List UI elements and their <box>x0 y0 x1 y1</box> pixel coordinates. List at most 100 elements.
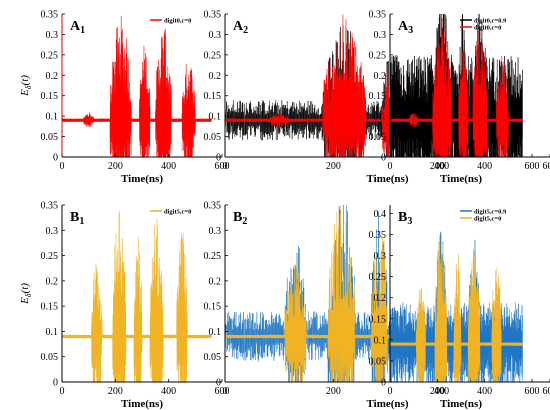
x-tick-label: 400 <box>161 161 176 172</box>
y-tick-label: 0.25 <box>369 50 387 61</box>
y-tick-label: 0.25 <box>41 50 59 61</box>
x-tick-label: 0 <box>388 161 393 172</box>
panel-label: B2 <box>233 210 247 227</box>
x-tick-label: 600 <box>543 386 550 397</box>
panel-label: A2 <box>233 19 248 36</box>
x-tick-label: 400 <box>477 161 492 172</box>
y-tick-label: 0.2 <box>46 71 59 82</box>
y-axis-label: Eδ(t) <box>19 283 33 305</box>
y-tick-label: 0 <box>216 378 221 389</box>
y-tick-label: 0.2 <box>209 276 222 287</box>
y-tick-label: 0.25 <box>204 251 222 262</box>
y-tick-label: 0.35 <box>369 10 387 21</box>
y-tick-label: 0.15 <box>369 314 387 325</box>
y-tick-label: 0.05 <box>41 132 59 143</box>
y-tick-label: 0.3 <box>46 226 59 237</box>
panel-label: B3 <box>398 210 412 227</box>
x-tick-label: 0 <box>60 161 65 172</box>
x-tick-label: 200 <box>326 386 341 397</box>
y-tick-label: 0.3 <box>374 251 387 262</box>
y-tick-label: 0.1 <box>374 112 387 123</box>
y-tick-label: 0.25 <box>204 50 222 61</box>
legend-entry: digit5,c=0.9 <box>474 209 507 216</box>
legend-entry: digit5,c=0 <box>164 209 191 216</box>
y-tick-label: 0.05 <box>204 352 222 363</box>
y-tick-label: 0 <box>381 378 386 389</box>
legend-entry: digit0,c=0 <box>474 25 501 32</box>
y-tick-label: 0.1 <box>374 335 387 346</box>
y-tick-label: 0.05 <box>369 132 387 143</box>
y-tick-label: 0.4 <box>374 209 387 220</box>
x-tick-label: 0 <box>60 386 65 397</box>
x-tick-label: 400 <box>477 386 492 397</box>
legend: digit0,c=0 <box>150 18 191 25</box>
y-tick-label: 0.1 <box>209 327 222 338</box>
y-tick-label: 0.2 <box>46 276 59 287</box>
x-tick-label: 600 <box>525 386 540 397</box>
y-tick-label: 0.05 <box>41 352 59 363</box>
y-tick-label: 0.1 <box>46 327 59 338</box>
y-tick-label: 0 <box>216 153 221 164</box>
panel-b3: 0 200 400 60000.050.10.150.20.250.30.350.4T… <box>369 205 540 410</box>
legend-entry: digit0,c=0.9 <box>474 18 507 25</box>
y-tick-label: 0.25 <box>369 272 387 283</box>
y-tick-label: 0 <box>53 378 58 389</box>
y-tick-label: 0.15 <box>41 302 59 313</box>
x-tick-label: 400 <box>434 386 449 397</box>
x-tick-label: 200 <box>430 386 445 397</box>
y-tick-label: 0.05 <box>204 132 222 143</box>
y-tick-label: 0.25 <box>41 251 59 262</box>
y-tick-label: 0.3 <box>209 226 222 237</box>
x-axis-label: Time(ns) <box>367 398 409 410</box>
x-tick-label: 200 <box>430 161 445 172</box>
x-axis-label: Time(ns) <box>440 173 482 185</box>
panel-a3: 0 200 400 60000.050.10.150.20.250.30.35Time… <box>369 10 540 186</box>
x-tick-label: 400 <box>434 161 449 172</box>
x-axis-label: Time(ns) <box>121 173 163 185</box>
y-tick-label: 0.35 <box>204 201 222 212</box>
x-tick-label: 200 <box>108 386 123 397</box>
plot-area <box>62 205 222 382</box>
y-tick-label: 0.35 <box>41 10 59 21</box>
legend-entry: digit0,c=0 <box>164 18 191 25</box>
legend-entry: digit5,c=0 <box>474 216 501 223</box>
panel-label: A3 <box>398 19 413 36</box>
y-tick-label: 0.35 <box>41 201 59 212</box>
panel-b1: 0 200 400 60000.050.10.150.20.250.30.35Time… <box>19 201 230 410</box>
y-tick-label: 0.3 <box>46 30 59 41</box>
y-axis-label: Eδ(t) <box>19 75 33 97</box>
x-tick-label: 0 <box>388 386 393 397</box>
x-axis-label: Time(ns) <box>367 173 409 185</box>
x-tick-label: 0 <box>223 386 228 397</box>
y-tick-label: 0.15 <box>41 91 59 102</box>
y-tick-label: 0 <box>381 153 386 164</box>
y-tick-label: 0.3 <box>374 30 387 41</box>
legend: digit5,c=0 <box>150 209 191 216</box>
y-tick-label: 0.1 <box>46 112 59 123</box>
x-axis-label: Time(ns) <box>440 398 482 410</box>
x-tick-label: 200 <box>108 161 123 172</box>
y-tick-label: 0.2 <box>209 71 222 82</box>
y-tick-label: 0.05 <box>369 356 387 367</box>
x-axis-label: Time(ns) <box>121 398 163 410</box>
x-tick-label: 600 <box>215 161 230 172</box>
y-tick-label: 0.1 <box>209 112 222 123</box>
y-tick-label: 0.15 <box>204 302 222 313</box>
x-tick-label: 600 <box>215 386 230 397</box>
x-tick-label: 400 <box>161 386 176 397</box>
y-tick-label: 0 <box>53 153 58 164</box>
y-tick-label: 0.2 <box>374 293 387 304</box>
y-tick-label: 0.35 <box>369 230 387 241</box>
x-tick-label: 600 <box>543 161 550 172</box>
panel-a1: 0 200 400 60000.050.10.150.20.250.30.35Time… <box>19 10 230 186</box>
x-tick-label: 200 <box>326 161 341 172</box>
y-tick-label: 0.15 <box>369 91 387 102</box>
panel-label: A1 <box>70 19 85 36</box>
y-tick-label: 0.3 <box>209 30 222 41</box>
x-tick-label: 0 <box>223 161 228 172</box>
panel-label: B1 <box>70 210 84 227</box>
y-tick-label: 0.35 <box>204 10 222 21</box>
